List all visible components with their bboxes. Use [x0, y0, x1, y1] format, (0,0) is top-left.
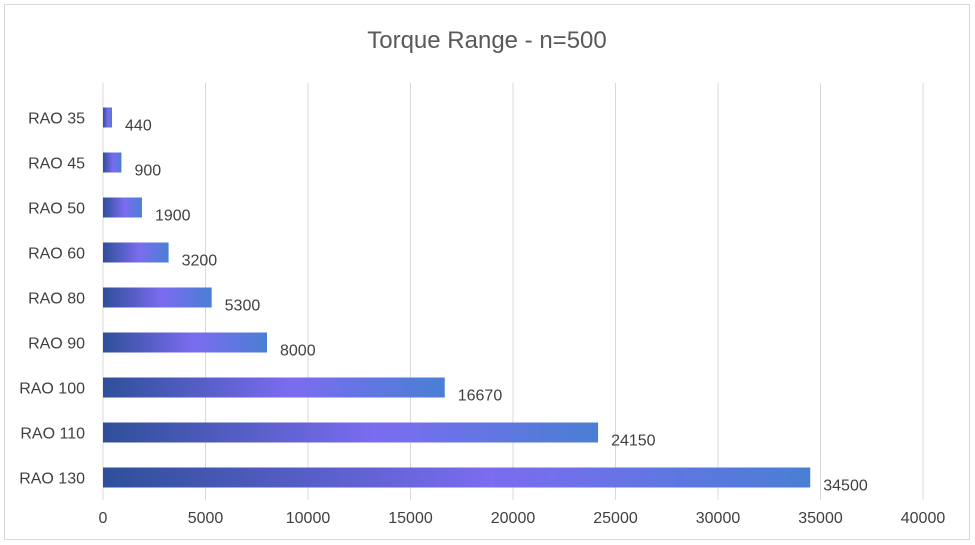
chart-title: Torque Range - n=500 [367, 27, 607, 54]
x-tick-label: 5000 [188, 510, 224, 527]
x-tick-label: 0 [99, 510, 108, 527]
bar [103, 287, 212, 308]
data-label: 34500 [823, 478, 868, 495]
bar [103, 377, 445, 398]
data-label: 440 [125, 118, 152, 135]
bar [103, 332, 267, 353]
x-tick-label: 35000 [798, 510, 843, 527]
bar [103, 152, 122, 173]
bar [103, 422, 599, 443]
category-label: RAO 90 [28, 336, 85, 353]
bar [103, 107, 113, 128]
category-label: RAO 45 [28, 156, 85, 173]
category-label: RAO 130 [19, 471, 85, 488]
x-tick-label: 40000 [901, 510, 946, 527]
category-label: RAO 110 [20, 426, 85, 443]
data-label: 1900 [155, 208, 191, 225]
category-label: RAO 35 [28, 111, 85, 128]
data-label: 900 [134, 163, 161, 180]
data-label: 24150 [611, 433, 656, 450]
x-tick-label: 30000 [696, 510, 741, 527]
x-tick-label: 20000 [491, 510, 536, 527]
bar [103, 467, 811, 488]
category-label: RAO 50 [28, 201, 85, 218]
chart-area [4, 4, 970, 540]
data-label: 16670 [458, 388, 503, 405]
x-tick-label: 25000 [593, 510, 638, 527]
bars [103, 107, 811, 488]
x-tick-label: 10000 [286, 510, 331, 527]
category-label: RAO 100 [19, 381, 85, 398]
bar [103, 242, 169, 263]
bar [103, 197, 142, 218]
data-label: 3200 [182, 253, 218, 270]
category-label: RAO 60 [28, 246, 85, 263]
data-label: 5300 [225, 298, 261, 315]
data-label: 8000 [280, 343, 316, 360]
labels: 0 5000 10000 15000 20000 25000 30000 35000 40000… [19, 111, 945, 528]
category-label: RAO 80 [28, 291, 85, 308]
x-tick-label: 15000 [388, 510, 433, 527]
